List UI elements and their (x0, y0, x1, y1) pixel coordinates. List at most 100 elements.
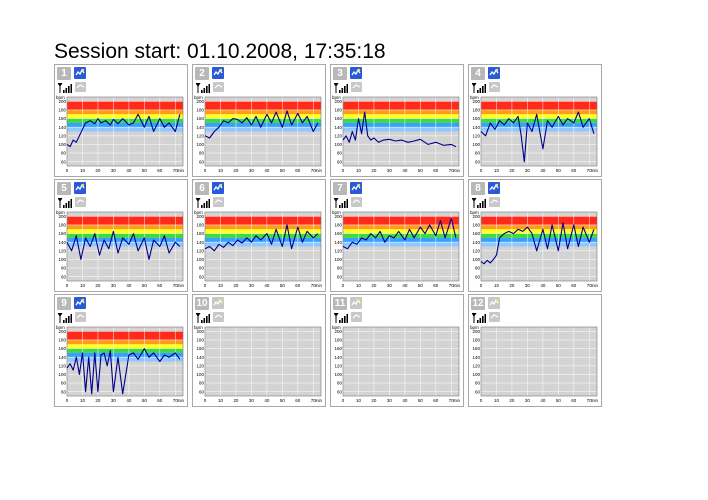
heart-rate-zone (343, 101, 459, 110)
x-tick-label: 40 (126, 398, 132, 403)
heart-rate-zone (67, 216, 183, 225)
y-tick-label: 80 (61, 266, 67, 271)
heart-rate-zone (481, 109, 597, 115)
x-tick-label: 0 (342, 283, 345, 288)
sensor-panel-5[interactable]: 5 bpm 200 180 160 140 120 100 80 60 0 10 20 30 40 50 60 7… (54, 179, 188, 292)
panel-number-badge: 5 (57, 182, 71, 195)
x-tick-label: 60 (433, 283, 439, 288)
heart-rate-zone (67, 352, 183, 358)
device-icon (75, 82, 86, 92)
sensor-panel-9[interactable]: 9 bpm 200 180 160 140 120 100 80 60 0 10 20 30 40 50 60 7… (54, 294, 188, 407)
heart-rate-zone (343, 122, 459, 128)
y-tick-label: 140 (58, 240, 66, 245)
x-tick-label: 0 (204, 283, 207, 288)
x-tick-label: 30 (249, 398, 255, 403)
heart-rate-zone (205, 216, 321, 225)
x-tick-label: 30 (111, 398, 117, 403)
heart-rate-zone (205, 118, 321, 123)
heart-rate-zone (481, 114, 597, 119)
y-tick-label: 140 (196, 125, 204, 130)
x-tick-label: 70 (173, 283, 179, 288)
y-tick-label: 80 (199, 151, 205, 156)
heart-rate-zone (205, 122, 321, 128)
x-tick-label: 70 (173, 398, 179, 403)
device-icon (489, 312, 500, 322)
y-tick-label: 60 (337, 274, 343, 279)
sensor-panel-4[interactable]: 4 bpm 200 180 160 140 120 100 80 60 0 10 20 30 40 50 60 7… (468, 64, 602, 177)
y-tick-label: 100 (334, 372, 342, 377)
heart-rate-zone (67, 224, 183, 230)
x-tick-label: 60 (571, 398, 577, 403)
heart-rate-zone (343, 233, 459, 238)
heart-logo-icon (488, 297, 500, 309)
heart-rate-zone (205, 242, 321, 247)
y-tick-label: 200 (58, 329, 66, 334)
x-tick-label: 50 (556, 398, 562, 403)
y-tick-label: 120 (196, 133, 204, 138)
y-tick-label: 160 (196, 116, 204, 121)
sensor-panel-10[interactable]: 10 bpm 200 180 160 140 120 100 80 60 0 10 20 30 40 50 60… (192, 294, 326, 407)
signal-icon (472, 198, 486, 208)
x-tick-label: 20 (509, 398, 515, 403)
sensor-panel-1[interactable]: 1 bpm 200 180 160 140 120 100 80 60 0 10 20 30 40 50 60 7… (54, 64, 188, 177)
x-tick-label: 0 (480, 398, 483, 403)
heart-logo-icon (350, 182, 362, 194)
sensor-panel-2[interactable]: 2 bpm 200 180 160 140 120 100 80 60 0 10 20 30 40 50 60 7… (192, 64, 326, 177)
heart-rate-zone (67, 344, 183, 349)
x-tick-label: 0 (342, 398, 345, 403)
x-tick-label: 60 (433, 398, 439, 403)
x-axis-unit-label: min (453, 283, 461, 288)
x-tick-label: 10 (218, 168, 224, 173)
y-tick-label: 100 (196, 257, 204, 262)
y-tick-label: 140 (196, 355, 204, 360)
device-icon (213, 82, 224, 92)
x-tick-label: 10 (218, 283, 224, 288)
x-tick-label: 60 (157, 168, 163, 173)
x-tick-label: 70 (449, 398, 455, 403)
x-tick-label: 20 (95, 283, 101, 288)
y-tick-label: 160 (196, 346, 204, 351)
y-tick-label: 60 (475, 274, 481, 279)
heart-rate-zone (343, 242, 459, 247)
heart-logo-icon (74, 297, 86, 309)
y-tick-label: 180 (196, 108, 204, 113)
x-tick-label: 30 (525, 168, 531, 173)
x-tick-label: 10 (80, 283, 86, 288)
x-tick-label: 30 (525, 283, 531, 288)
heart-rate-zone (67, 122, 183, 128)
sensor-panel-7[interactable]: 7 bpm 200 180 160 140 120 100 80 60 0 10 20 30 40 50 60 7… (330, 179, 464, 292)
device-icon (489, 82, 500, 92)
sensor-panel-11[interactable]: 11 bpm 200 180 160 140 120 100 80 60 0 10 20 30 40 50 60… (330, 294, 464, 407)
x-tick-label: 50 (280, 168, 286, 173)
y-tick-label: 120 (196, 363, 204, 368)
sensor-panel-3[interactable]: 3 bpm 200 180 160 140 120 100 80 60 0 10 20 30 40 50 60 7… (330, 64, 464, 177)
y-tick-label: 160 (334, 116, 342, 121)
y-tick-label: 80 (61, 151, 67, 156)
y-tick-label: 140 (472, 355, 480, 360)
x-tick-label: 20 (371, 283, 377, 288)
panel-number-badge: 3 (333, 67, 347, 80)
sensor-panel-8[interactable]: 8 bpm 200 180 160 140 120 100 80 60 0 10 20 30 40 50 60 7… (468, 179, 602, 292)
sensor-panel-12[interactable]: 12 bpm 200 180 160 140 120 100 80 60 0 10 20 30 40 50 60… (468, 294, 602, 407)
x-tick-label: 60 (433, 168, 439, 173)
heart-rate-line (480, 222, 595, 265)
signal-icon (472, 313, 486, 323)
panel-number-badge: 6 (195, 182, 209, 195)
heart-rate-line (66, 113, 181, 148)
y-tick-label: 120 (334, 133, 342, 138)
y-axis-unit-label: bpm (332, 210, 341, 215)
heart-rate-zone (67, 229, 183, 234)
y-axis-unit-label: bpm (470, 210, 479, 215)
y-tick-label: 80 (61, 381, 67, 386)
sensor-panel-6[interactable]: 6 bpm 200 180 160 140 120 100 80 60 0 10 20 30 40 50 60 7… (192, 179, 326, 292)
x-tick-label: 20 (371, 398, 377, 403)
y-tick-label: 100 (472, 372, 480, 377)
signal-icon (334, 198, 348, 208)
x-axis-unit-label: min (591, 168, 599, 173)
x-tick-label: 0 (66, 398, 69, 403)
y-tick-label: 60 (337, 389, 343, 394)
device-icon (75, 312, 86, 322)
x-tick-label: 40 (540, 168, 546, 173)
x-tick-label: 10 (356, 168, 362, 173)
